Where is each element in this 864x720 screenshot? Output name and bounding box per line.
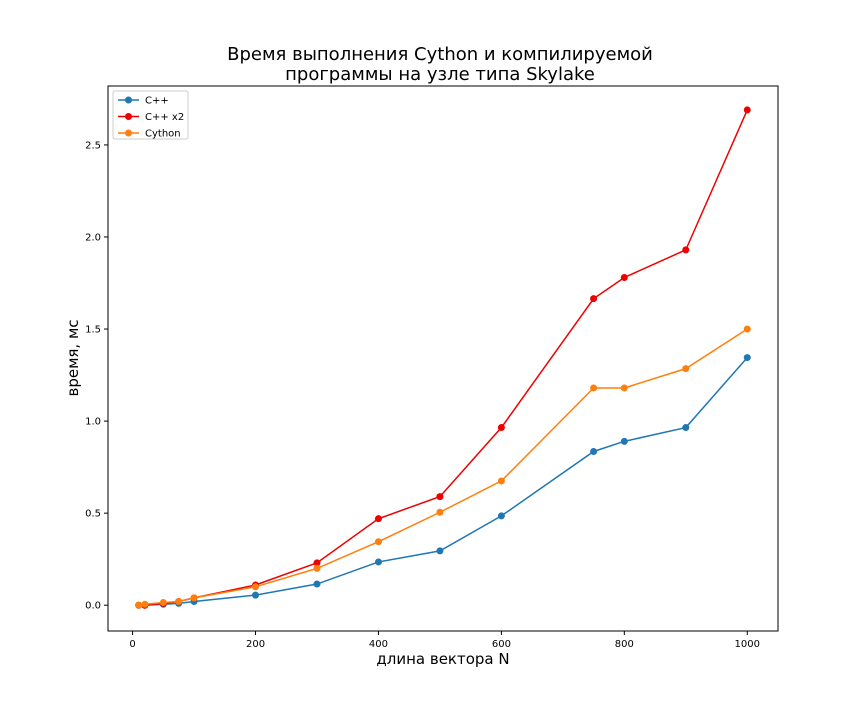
x-tick-label: 400 bbox=[369, 639, 388, 650]
series-c-x2-point bbox=[436, 493, 444, 501]
plot-frame bbox=[107, 85, 779, 632]
series-c-point bbox=[590, 447, 598, 455]
chart-title-line-1: Время выполнения Cython и компилируемой bbox=[227, 44, 653, 65]
series-cython-point bbox=[190, 594, 198, 602]
chart-title-line-2: программы на узле типа Skylake bbox=[285, 64, 595, 85]
y-tick-label: 2.5 bbox=[85, 140, 101, 151]
series-cython-point bbox=[313, 564, 321, 572]
series-c-x2-point bbox=[682, 246, 690, 254]
x-tick-label: 600 bbox=[492, 639, 511, 650]
legend: C++ C++ x2 Cython bbox=[112, 90, 189, 140]
series-c-x2-point bbox=[743, 106, 751, 114]
series-cython-point bbox=[159, 598, 167, 606]
legend-marker bbox=[125, 113, 132, 120]
legend-label: C++ bbox=[145, 96, 169, 107]
plot-area: 0 200 400 600 800 1000 0.0 0.5 1.0 1.5 2.0 2.5 bbox=[85, 85, 779, 650]
series-cython-line bbox=[138, 328, 748, 606]
series-c-point bbox=[374, 558, 382, 566]
x-axis-label: длина вектора N bbox=[376, 650, 509, 668]
series-cython-point bbox=[497, 477, 505, 485]
series-cython-point bbox=[252, 583, 260, 591]
series-c-point bbox=[620, 437, 628, 445]
x-tick-label: 1000 bbox=[735, 639, 760, 650]
y-tick-label: 1.5 bbox=[85, 325, 101, 336]
series-c-point bbox=[436, 547, 444, 555]
y-tick-label: 2.0 bbox=[85, 232, 101, 243]
x-tick-label: 800 bbox=[615, 639, 634, 650]
series-c-point bbox=[682, 424, 690, 432]
series-cython-point bbox=[743, 325, 751, 333]
series-c-point bbox=[252, 591, 260, 599]
legend-label: Cython bbox=[145, 129, 181, 140]
y-tick-label: 1.0 bbox=[85, 417, 101, 428]
series-cython-point bbox=[590, 384, 598, 392]
series-c-point bbox=[743, 354, 751, 362]
series-c-line bbox=[138, 357, 748, 606]
x-tick-label: 200 bbox=[246, 639, 265, 650]
series-cython-point bbox=[141, 600, 149, 608]
y-tick-label: 0.0 bbox=[85, 601, 101, 612]
series-c-x2-line bbox=[138, 109, 748, 606]
series-c-x2-point bbox=[374, 515, 382, 523]
legend-marker bbox=[125, 96, 132, 104]
series-cython-point bbox=[175, 598, 183, 606]
series-c-x2-point bbox=[497, 424, 505, 432]
series-cython-point bbox=[135, 601, 143, 609]
series-c-point bbox=[313, 580, 321, 588]
series-cython-point bbox=[682, 365, 690, 373]
series-cython-point bbox=[374, 538, 382, 546]
series-c-point bbox=[497, 512, 505, 520]
series-c-x2-point bbox=[620, 273, 628, 281]
y-tick-label: 0.5 bbox=[85, 509, 101, 520]
series-c-x2-point bbox=[590, 295, 598, 303]
legend-box bbox=[112, 90, 189, 140]
legend-label: C++ x2 bbox=[145, 112, 184, 123]
x-tick-label: 0 bbox=[129, 639, 135, 650]
series-cython-point bbox=[620, 384, 628, 392]
series-cython-point bbox=[436, 508, 444, 516]
series-c-x2-point bbox=[313, 559, 321, 567]
y-axis-label: время, мс bbox=[64, 319, 82, 396]
legend-marker bbox=[125, 129, 132, 137]
